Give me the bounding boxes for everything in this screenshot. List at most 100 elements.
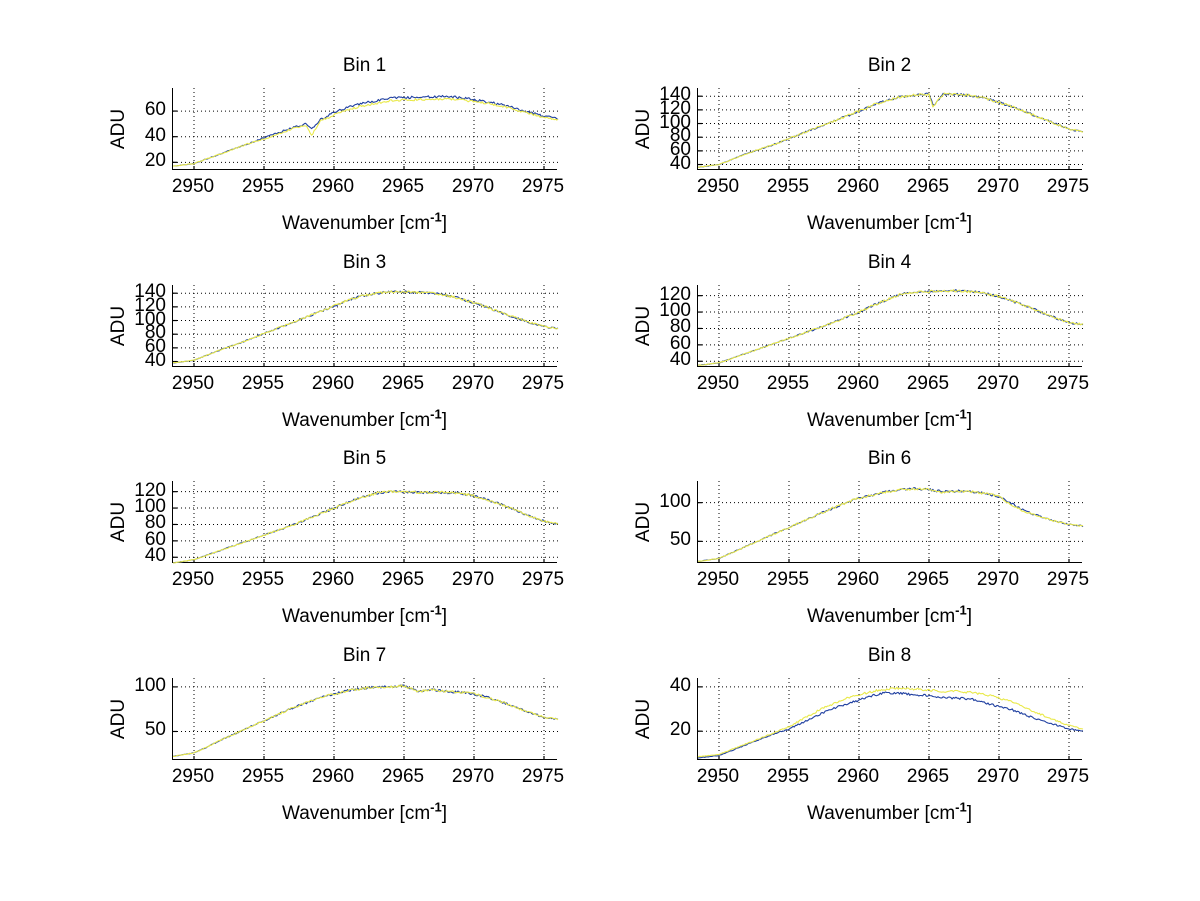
y-tick-label: 60 [669, 138, 691, 160]
subplot-title: Bin 6 [867, 448, 912, 469]
tick-marks [698, 295, 1070, 367]
x-axis-label-exponent: -1 [955, 602, 967, 618]
plot-svg [172, 88, 559, 170]
x-tick-label: 2970 [451, 569, 495, 590]
x-tick-label: 2970 [976, 766, 1020, 787]
x-tick-label: 2955 [241, 176, 285, 197]
x-tick-label: 2960 [836, 569, 880, 590]
x-axis-label: Wavenumber [cm-1] [697, 408, 1082, 432]
x-axis-label-bracket: ] [441, 606, 447, 627]
x-tick-label: 2970 [976, 373, 1020, 394]
subplot-title: Bin 4 [867, 252, 912, 273]
x-tick-label: 2955 [766, 176, 810, 197]
tick-marks [698, 686, 1070, 760]
x-tick-label: 2970 [451, 766, 495, 787]
x-axis-label-bracket: ] [966, 410, 972, 431]
x-tick-label: 2965 [906, 176, 950, 197]
x-tick-label: 2950 [171, 766, 215, 787]
x-tick-label: 2950 [696, 373, 740, 394]
plot-svg [172, 678, 559, 760]
gridlines [698, 678, 1083, 760]
x-tick-label: 2965 [906, 373, 950, 394]
plot-area [697, 285, 1084, 367]
x-axis-label-exponent: -1 [430, 602, 442, 618]
x-axis-label-bracket: ] [966, 606, 972, 627]
series-line-yellow [697, 686, 1084, 758]
x-tick-label: 2975 [1046, 569, 1090, 590]
series-line-blue [697, 92, 1084, 168]
tick-marks [173, 491, 545, 563]
y-tick-label: 120 [134, 294, 166, 316]
y-axis-label: ADU [633, 305, 654, 347]
x-tick-label: 2950 [171, 373, 215, 394]
y-tick-label: 60 [144, 335, 166, 357]
subplot-title: Bin 8 [867, 645, 912, 666]
subplot-title: Bin 7 [342, 645, 387, 666]
x-axis-label-text: Wavenumber [cm [806, 410, 956, 431]
y-tick-label: 100 [134, 496, 166, 518]
x-tick-label: 2970 [451, 176, 495, 197]
x-axis-label-text: Wavenumber [cm [806, 213, 956, 234]
y-tick-label: 80 [669, 316, 691, 338]
x-axis-label-exponent: -1 [955, 799, 967, 815]
x-axis-label-exponent: -1 [955, 209, 967, 225]
x-tick-label: 2965 [381, 373, 425, 394]
y-axis-label: ADU [108, 501, 129, 543]
x-axis-label: Wavenumber [cm-1] [697, 799, 1082, 825]
x-axis-label: Wavenumber [cm-1] [172, 408, 557, 432]
x-tick-label: 2950 [696, 176, 740, 197]
x-tick-label: 2960 [311, 766, 355, 787]
series-line-blue [697, 487, 1084, 562]
x-tick-label: 2975 [521, 766, 565, 787]
x-axis-label-bracket: ] [441, 213, 447, 234]
x-tick-label: 2975 [521, 569, 565, 590]
x-axis-label-text: Wavenumber [cm [806, 606, 956, 627]
x-tick-label: 2950 [696, 766, 740, 787]
x-tick-label: 2955 [241, 569, 285, 590]
y-tick-label: 120 [659, 283, 691, 305]
series-line-yellow [172, 490, 559, 564]
series-line-yellow [172, 684, 559, 757]
y-tick-label: 20 [144, 150, 166, 172]
y-tick-label: 140 [134, 281, 166, 303]
x-axis-label-bracket: ] [966, 803, 972, 824]
y-axis-label: ADU [108, 698, 129, 740]
x-tick-label: 2975 [1046, 176, 1090, 197]
y-tick-label: 40 [669, 152, 691, 174]
x-tick-label: 2975 [1046, 766, 1090, 787]
tick-marks [698, 502, 1070, 563]
gridlines [173, 88, 558, 170]
y-tick-label: 40 [669, 674, 691, 696]
y-tick-label: 40 [669, 349, 691, 371]
x-tick-label: 2975 [1046, 373, 1090, 394]
x-tick-label: 2960 [311, 176, 355, 197]
gridlines [698, 285, 1083, 367]
y-tick-label: 40 [144, 545, 166, 567]
x-tick-label: 2955 [241, 373, 285, 394]
x-axis-label-bracket: ] [441, 803, 447, 824]
x-tick-label: 2965 [906, 766, 950, 787]
x-tick-label: 2950 [696, 569, 740, 590]
x-tick-label: 2965 [381, 766, 425, 787]
series-line-yellow [697, 289, 1084, 366]
x-axis-label-text: Wavenumber [cm [281, 410, 431, 431]
series-line-blue [697, 691, 1084, 759]
subplot-bin-2: Bin 2 40 60 80 100 120 140 2950 2955 2960 2965 2970… [617, 55, 1112, 260]
x-tick-label: 2960 [311, 569, 355, 590]
series-line-blue [697, 289, 1084, 366]
x-axis-label: Wavenumber [cm-1] [172, 211, 557, 235]
y-tick-label: 80 [144, 322, 166, 344]
subplot-bin-5: Bin 5 40 60 80 100 120 2950 2955 2960 2965 2970 297… [92, 448, 587, 653]
x-tick-label: 2955 [766, 766, 810, 787]
x-axis-label-text: Wavenumber [cm [281, 803, 431, 824]
series-line-yellow [697, 92, 1084, 168]
y-tick-label: 140 [659, 84, 691, 106]
series-line-blue [172, 490, 559, 564]
x-axis-label: Wavenumber [cm-1] [697, 209, 1082, 235]
plot-area [697, 678, 1084, 760]
tick-marks [173, 292, 545, 367]
x-tick-label: 2970 [976, 569, 1020, 590]
plot-area [172, 88, 559, 170]
plot-svg [697, 285, 1084, 367]
